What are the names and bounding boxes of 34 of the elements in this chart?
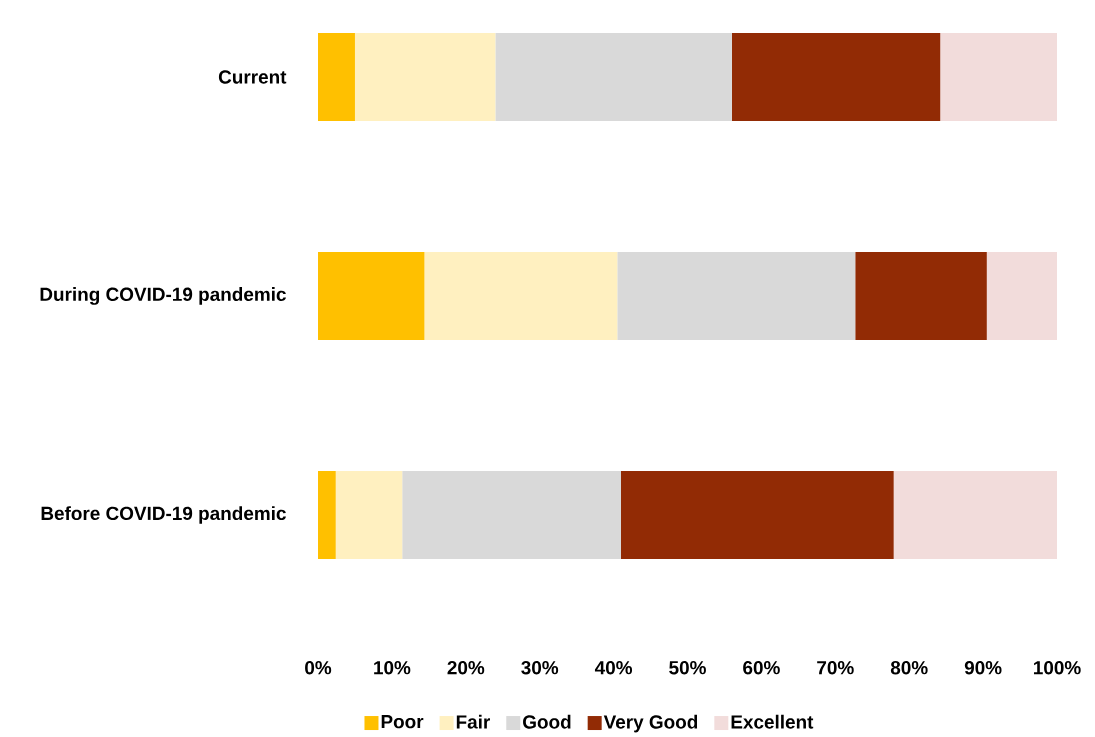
bar	[354, 32, 496, 121]
bar	[318, 470, 336, 559]
y-tick-label: During COVID-19 pandemic	[40, 287, 286, 305]
bar	[495, 32, 732, 121]
legend-label: Excellent	[731, 714, 814, 729]
legend-label: Poor	[381, 715, 424, 729]
x-tick-label: 70%	[817, 660, 854, 675]
x-tick-label: 50%	[669, 660, 706, 675]
y-tick-label: Current	[218, 70, 287, 84]
x-tick-label: 0%	[305, 660, 332, 675]
bar	[621, 470, 894, 559]
legend-label: Fair	[456, 714, 490, 729]
bar	[855, 251, 987, 340]
bar	[318, 251, 425, 340]
x-tick-label: 100%	[1033, 660, 1081, 675]
x-tick-label: 60%	[743, 660, 780, 675]
x-tick-label: 30%	[521, 660, 559, 675]
bar	[424, 251, 618, 340]
x-tick-label: 80%	[890, 660, 928, 675]
bar	[893, 470, 1058, 559]
bar	[940, 32, 1058, 121]
x-tick-label: 20%	[447, 660, 485, 675]
bar	[335, 470, 403, 559]
y-tick-label: Before COVID-19 pandemic	[41, 506, 286, 524]
legend-label: Very Good	[603, 714, 698, 733]
x-tick-label: 40%	[594, 660, 633, 675]
bar	[986, 251, 1058, 340]
legend-label: Good	[523, 714, 571, 729]
bar	[318, 32, 355, 121]
x-tick-label: 90%	[964, 660, 1002, 675]
bar	[617, 251, 856, 340]
bar	[731, 32, 941, 121]
bar	[402, 470, 621, 559]
x-tick-label: 10%	[374, 660, 411, 675]
